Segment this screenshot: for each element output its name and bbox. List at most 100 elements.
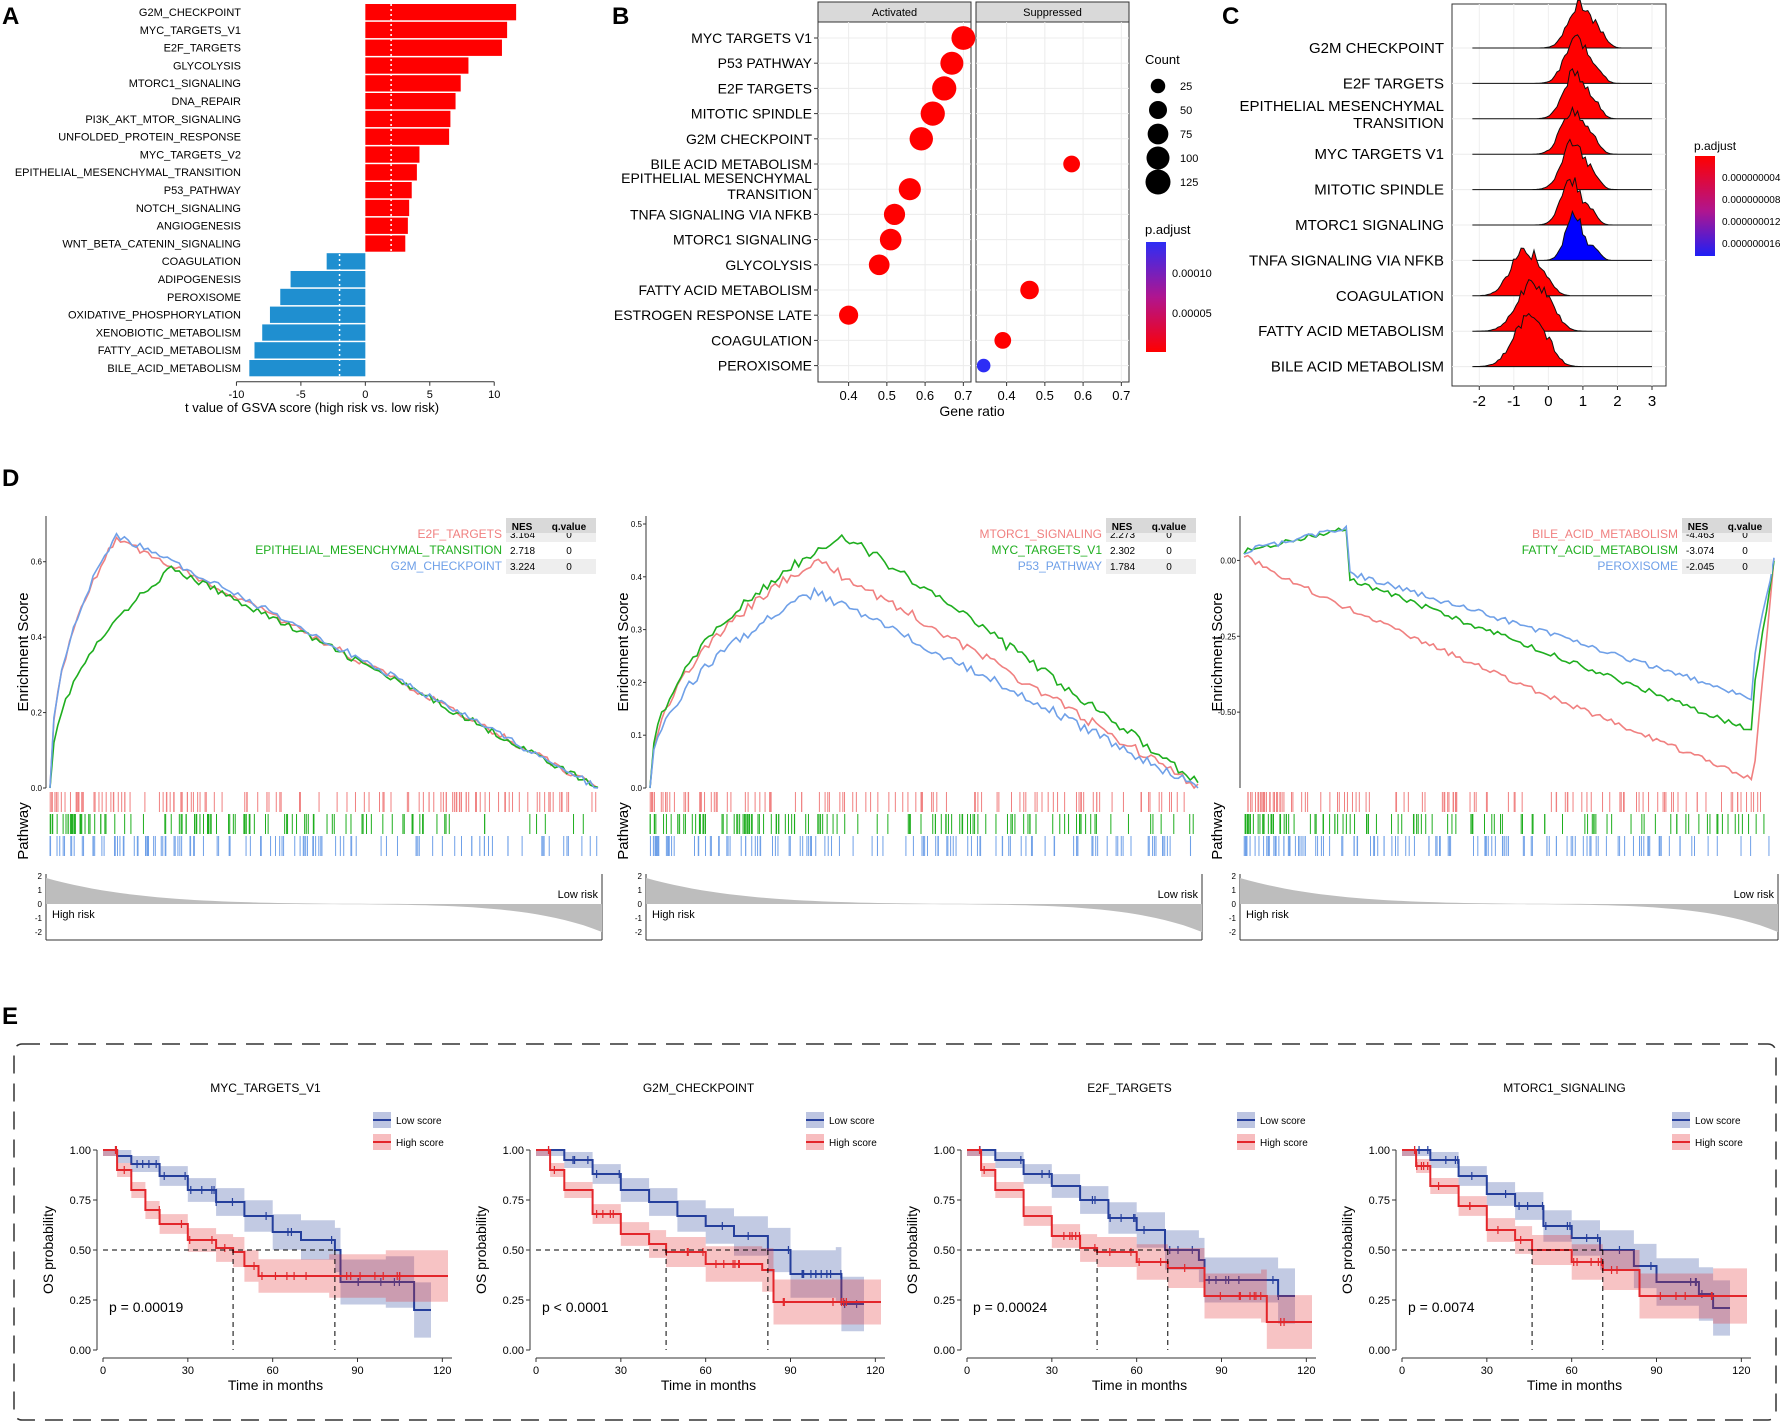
low-risk-label: Low risk — [558, 889, 599, 901]
bar-dna_repair — [365, 93, 456, 110]
rank-tick-label: 0 — [38, 900, 43, 909]
gsea-qvalue: 0 — [1742, 562, 1748, 573]
y-tick-label: 0.25 — [934, 1295, 955, 1307]
category-label-line: TRANSITION — [727, 186, 812, 202]
gsea-nes: -3.074 — [1686, 546, 1715, 557]
low-risk-label: Low risk — [1734, 889, 1775, 901]
x-tick-label: 0 — [1399, 1365, 1405, 1377]
km-title: MYC_TARGETS_V1 — [210, 1081, 321, 1095]
rank-tick-label: -2 — [1229, 928, 1237, 937]
legend-high-label: High score — [396, 1138, 444, 1149]
ridge-tnfa-signaling-via-nfkb — [1472, 210, 1652, 261]
ridgeline-plot: G2M CHECKPOINT E2F TARGETS EPITHELIAL MESE… — [1240, 0, 1781, 410]
bar-label: BILE_ACID_METABOLISM — [107, 363, 241, 375]
size-legend-dot — [1146, 146, 1170, 170]
y-tick-label: 0.00 — [934, 1345, 955, 1357]
y-tick-label: 0.75 — [934, 1195, 955, 1207]
category-label: E2F TARGETS — [718, 80, 812, 96]
bar-label: UNFOLDED_PROTEIN_RESPONSE — [58, 132, 241, 144]
high-risk-label: High risk — [652, 909, 695, 921]
es-curve-epithelial_mesenchymal_transition — [49, 565, 599, 789]
rank-tick-label: 1 — [638, 886, 643, 895]
x-tick-label: 30 — [615, 1365, 627, 1377]
facet-label: Suppressed — [1023, 7, 1082, 19]
x-tick-label: 60 — [1131, 1365, 1143, 1377]
y-tick-label: 0.4 — [31, 633, 43, 642]
x-tick-label: -5 — [296, 389, 306, 401]
bar-fatty_acid_metabolism — [254, 342, 366, 359]
bar-label: COAGULATION — [162, 256, 241, 268]
size-legend-label: 125 — [1180, 177, 1198, 189]
y-tick-label: 0.00 — [70, 1345, 91, 1357]
x-tick-label: 0 — [964, 1365, 970, 1377]
legend-low-label: Low score — [1260, 1116, 1306, 1127]
ridge-g2m-checkpoint — [1472, 0, 1652, 49]
gsva-bar-chart: G2M_CHECKPOINT MYC_TARGETS_V1 E2F_TARGETS G… — [15, 4, 517, 415]
ridge-label: TNFA SIGNALING VIA NFKB — [1249, 252, 1444, 269]
y-axis-title: OS probability — [40, 1206, 56, 1294]
y-tick-label: 0.50 — [934, 1245, 955, 1257]
y-tick-label: -0.25 — [1218, 632, 1237, 641]
y-tick-label: 0.50 — [503, 1245, 524, 1257]
es-curve-e2f_targets — [49, 535, 599, 789]
ci-band-high — [1402, 1150, 1747, 1326]
y-tick-label: 0.1 — [631, 731, 643, 740]
gsea-series-name: P53_PATHWAY — [1018, 559, 1102, 573]
x-axis-title: Time in months — [1527, 1377, 1622, 1393]
km-curve-high — [967, 1149, 1312, 1323]
rank-tick-label: 0 — [1232, 900, 1237, 909]
x-axis-title: Gene ratio — [939, 403, 1005, 419]
y-axis-title: Enrichment Score — [15, 592, 32, 711]
bar-label: ANGIOGENESIS — [157, 221, 241, 233]
ridge-fatty-acid-metabolism — [1472, 279, 1652, 332]
panel-label-e: E — [2, 1003, 18, 1030]
km-curve-low — [1402, 1149, 1730, 1309]
ridge-label: MYC TARGETS V1 — [1315, 146, 1444, 163]
es-curve-p53_pathway — [649, 586, 1199, 789]
ridge-mitotic-spindle — [1472, 138, 1652, 191]
y-tick-label: 0.5 — [631, 520, 643, 529]
high-risk-label: High risk — [52, 909, 95, 921]
high-risk-label: High risk — [1246, 909, 1289, 921]
x-tick-label: 0.6 — [916, 388, 934, 403]
ridge-label: BILE ACID METABOLISM — [1271, 359, 1444, 376]
dot-tnfa-signaling-via-nfkb — [883, 203, 906, 226]
legend-high-label: High score — [1695, 1138, 1743, 1149]
dot-e2f-targets — [932, 76, 957, 101]
y-tick-label: 0.00 — [1220, 556, 1236, 565]
table-row-bg — [1106, 559, 1196, 574]
gsea-nes: 1.784 — [1110, 562, 1135, 573]
bar-adipogenesis — [290, 271, 366, 288]
km-curve-low — [536, 1149, 864, 1305]
y-tick-label: 0.25 — [70, 1295, 91, 1307]
x-tick-label: 0 — [100, 1365, 106, 1377]
y-tick-label: 1.00 — [70, 1145, 91, 1157]
km-curve-high — [103, 1149, 448, 1277]
survival-dashed-frame — [13, 1043, 1777, 1421]
ridge-label: G2M CHECKPOINT — [1309, 40, 1444, 57]
x-tick-label: 0 — [362, 389, 368, 401]
es-curve-g2m_checkpoint — [49, 532, 599, 789]
ridge-bile-acid-metabolism — [1472, 312, 1652, 368]
y-tick-label: -0.50 — [1218, 708, 1237, 717]
gsea-series-name: MTORC1_SIGNALING — [980, 527, 1102, 541]
rank-tick-label: 1 — [38, 886, 43, 895]
x-tick-label: 30 — [1046, 1365, 1058, 1377]
bar-unfolded_protein_response — [365, 128, 450, 145]
rank-tick-label: -1 — [35, 914, 43, 923]
dot-coagulation — [994, 332, 1012, 349]
rug-axis-title: Pathway — [15, 802, 32, 860]
bar-glycolysis — [365, 57, 469, 74]
color-legend-label: 0.000000016 — [1722, 239, 1781, 250]
dot-p53-pathway — [940, 51, 964, 75]
x-tick-label: 3 — [1648, 393, 1656, 410]
gsea-series-name: BILE_ACID_METABOLISM — [1532, 527, 1678, 541]
bar-wnt_beta_catenin_signaling — [365, 235, 406, 252]
table-header-nes: NES — [1688, 522, 1709, 533]
size-legend-label: 75 — [1180, 129, 1192, 141]
dot-estrogen-response-late — [839, 305, 859, 325]
es-curve-peroxisome — [1243, 524, 1775, 701]
table-header-bg — [506, 518, 596, 533]
table-row-bg — [506, 543, 596, 558]
